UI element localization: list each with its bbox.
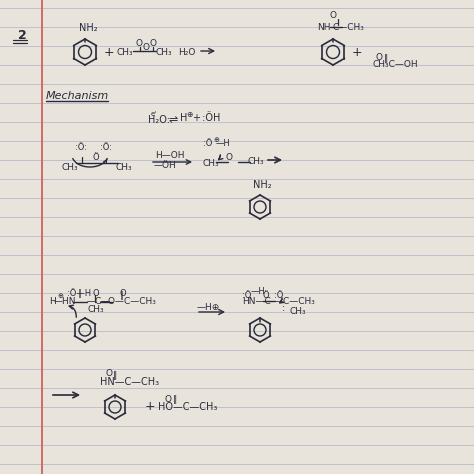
Text: —H: —H [251,288,266,297]
Text: +: + [192,113,200,123]
Text: ‖: ‖ [78,289,82,298]
Text: O: O [150,38,157,47]
Text: :Ö: :Ö [242,291,251,300]
Text: —C—: —C— [87,298,111,307]
Text: H₂O: H₂O [178,47,195,56]
Text: :Ö:: :Ö: [75,144,87,153]
Text: O: O [93,289,100,298]
Text: NH₂: NH₂ [253,180,272,190]
Text: :Ö—H: :Ö—H [67,290,91,299]
Text: CH₃: CH₃ [88,306,105,315]
Text: ‖: ‖ [384,54,388,63]
Text: :Ö: :Ö [203,138,212,147]
Text: ⊕: ⊕ [213,137,219,143]
Text: CH₃: CH₃ [248,157,264,166]
Text: H: H [49,298,56,307]
Text: +: + [352,46,363,58]
Text: CH₃: CH₃ [116,164,133,173]
Text: HO—C—CH₃: HO—C—CH₃ [158,402,218,412]
Text: O: O [376,53,383,62]
Text: CH₃: CH₃ [203,158,219,167]
Text: O: O [143,43,150,52]
Text: CH₃: CH₃ [62,164,79,173]
Text: C—CH₃: C—CH₃ [333,22,365,31]
Text: Ö: Ö [263,292,270,301]
Text: ‖: ‖ [120,291,124,300]
Text: —ÖH: —ÖH [154,161,177,170]
Text: H—OH: H—OH [155,151,184,159]
Text: CH₃: CH₃ [117,47,134,56]
Text: Ö: Ö [93,153,100,162]
Text: ⇌: ⇌ [169,115,178,125]
Text: eˈ: eˈ [151,111,157,117]
Text: Mechanism: Mechanism [46,91,109,101]
Text: 2: 2 [18,28,27,42]
Text: ‖: ‖ [173,395,177,404]
Text: +: + [145,401,155,413]
Text: O: O [136,38,143,47]
Text: —H⊕: —H⊕ [197,302,220,311]
Text: O: O [226,153,233,162]
Text: —H: —H [216,138,231,147]
Text: NH: NH [317,22,330,31]
Text: HN—C: HN—C [242,298,271,307]
Text: H₂O:: H₂O: [148,115,170,125]
Text: CH₃: CH₃ [156,47,173,56]
Text: :ÖH: :ÖH [199,113,220,123]
Text: —HN: —HN [54,298,76,307]
Text: ⊕: ⊕ [57,293,63,299]
Text: O: O [165,394,172,403]
Text: ‖: ‖ [113,372,117,381]
Text: +: + [104,46,115,58]
Text: NH₂: NH₂ [79,23,98,33]
Text: :: : [282,303,285,313]
Text: ⊕: ⊕ [186,109,192,118]
Text: :Ö: :Ö [274,292,283,301]
Text: —O—C—CH₃: —O—C—CH₃ [100,298,157,307]
Text: CH₃C—OH: CH₃C—OH [373,60,419,69]
Text: —C—CH₃: —C—CH₃ [275,298,316,307]
Text: :Ö:: :Ö: [100,144,112,153]
Text: O: O [106,370,113,379]
Text: O: O [330,10,337,19]
Text: HN—C—CH₃: HN—C—CH₃ [100,377,159,387]
Text: O: O [120,289,127,298]
Text: CH₃: CH₃ [290,308,307,317]
Text: H: H [180,113,187,123]
